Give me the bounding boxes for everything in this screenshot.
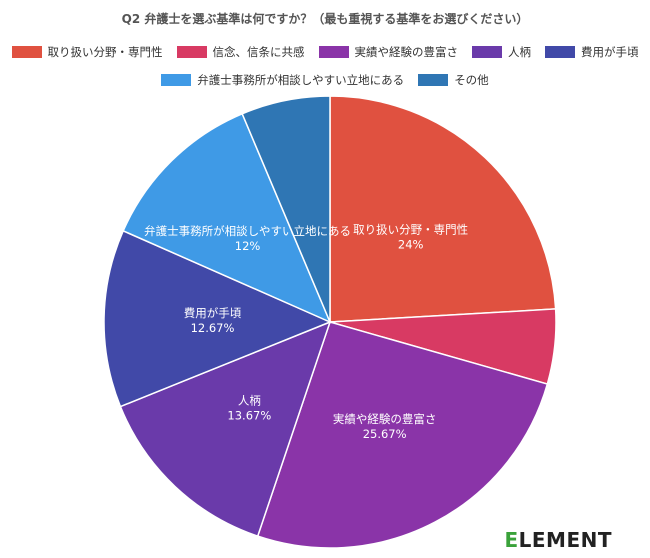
legend-item[interactable]: 取り扱い分野・専門性 xyxy=(11,44,163,60)
pie-slice[interactable] xyxy=(329,95,557,323)
legend-label: 信念、信条に共感 xyxy=(212,45,305,59)
slice-label: 取り扱い分野・専門性 xyxy=(353,223,468,237)
pie-slice[interactable] xyxy=(122,112,332,324)
slice-label: 実績や経験の豊富さ xyxy=(333,412,437,426)
legend-label: 弁護士事務所が相談しやすい立地にある xyxy=(197,73,405,87)
pie-slice[interactable] xyxy=(256,321,549,549)
legend-row-1: 取り扱い分野・専門性 信念、信条に共感 実績や経験の豊富さ 人柄 費用が手頃 xyxy=(0,44,650,60)
pie-slice[interactable] xyxy=(241,95,331,323)
legend-swatch xyxy=(176,46,207,58)
slice-label: 費用が手頃 xyxy=(184,306,242,320)
legend-item[interactable]: 信念、信条に共感 xyxy=(176,44,305,60)
element-logo: ELEMENT xyxy=(504,528,612,552)
legend-swatch xyxy=(11,46,42,58)
legend-item[interactable]: 弁護士事務所が相談しやすい立地にある xyxy=(161,72,404,88)
legend-swatch xyxy=(318,46,349,58)
slice-value-label: 12.67% xyxy=(191,321,235,335)
pie-slice[interactable] xyxy=(103,229,332,408)
legend-swatch xyxy=(161,74,192,86)
legend-label: 実績や経験の豊富さ xyxy=(354,45,459,59)
legend-item[interactable]: その他 xyxy=(418,72,489,88)
legend-label: 人柄 xyxy=(508,45,531,59)
slice-value-label: 24% xyxy=(398,238,424,252)
chart-title: Q2 弁護士を選ぶ基準は何ですか？（最も重視する基準をお選びください） xyxy=(121,12,529,26)
slice-value-label: 13.67% xyxy=(227,408,271,422)
legend-swatch xyxy=(545,46,575,58)
legend-item[interactable]: 人柄 xyxy=(472,44,531,60)
slice-label: 弁護士事務所が相談しやすい立地にある xyxy=(144,224,351,238)
legend-label: 取り扱い分野・専門性 xyxy=(47,45,163,59)
legend-label: その他 xyxy=(454,73,489,87)
legend-row-2: 弁護士事務所が相談しやすい立地にある その他 xyxy=(0,72,650,88)
slice-value-label: 25.67% xyxy=(363,427,407,441)
legend-label: 費用が手頃 xyxy=(581,45,639,59)
pie-slice[interactable] xyxy=(119,320,332,538)
legend-item[interactable]: 費用が手頃 xyxy=(545,44,639,60)
legend-item[interactable]: 実績や経験の豊富さ xyxy=(318,44,459,60)
slice-value-label: 12% xyxy=(235,239,261,253)
legend-swatch xyxy=(472,46,502,58)
legend-swatch xyxy=(418,74,449,86)
slice-label: 人柄 xyxy=(238,393,261,407)
